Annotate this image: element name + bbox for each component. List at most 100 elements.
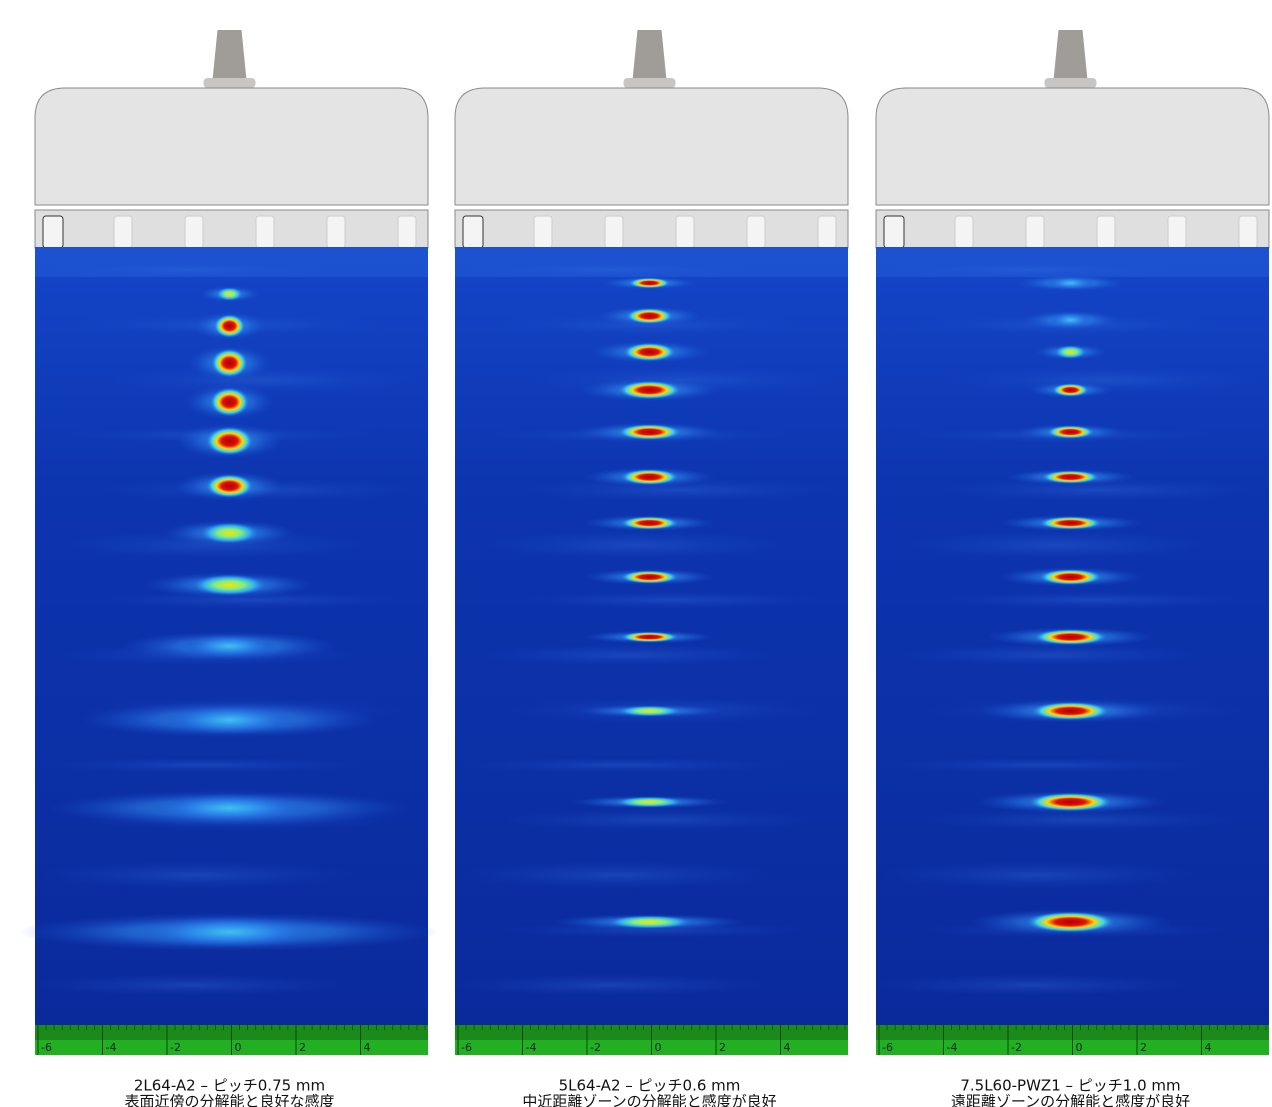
focal-spot <box>206 474 253 497</box>
probe-element <box>463 216 483 248</box>
focal-spot <box>1039 569 1101 585</box>
probe-strip <box>35 210 428 248</box>
focal-spot <box>621 571 678 584</box>
focal-spot <box>183 634 277 657</box>
probe-element <box>398 216 416 248</box>
probe-element <box>605 216 623 248</box>
focal-spot <box>624 343 676 361</box>
focal-spot <box>618 381 680 399</box>
focal-spot <box>1052 384 1088 397</box>
ruler-label: -6 <box>461 1041 472 1054</box>
probe-element <box>185 216 203 248</box>
probe-cable <box>633 30 667 80</box>
ruler-label: 4 <box>364 1041 371 1054</box>
focal-spot <box>1026 912 1114 933</box>
focal-spot <box>139 916 321 947</box>
ruler-label: -2 <box>170 1041 181 1054</box>
ruler-label: 0 <box>655 1041 662 1054</box>
focal-spot <box>621 632 678 642</box>
ruler-label: 0 <box>1076 1041 1083 1054</box>
probe-element <box>955 216 973 248</box>
probe-element <box>114 216 132 248</box>
ruler-label: 0 <box>235 1041 242 1054</box>
focal-spot <box>210 388 249 417</box>
caption-line: 表面近傍の分解能と良好な感度 <box>124 1093 334 1107</box>
field-texture <box>500 809 820 831</box>
focal-spot <box>626 308 673 324</box>
probe-housing <box>455 88 848 205</box>
ruler-label: -2 <box>590 1041 601 1054</box>
field-texture <box>37 861 357 889</box>
probe-element <box>1026 216 1044 248</box>
focal-spot <box>201 523 258 544</box>
probe-cable <box>1054 30 1088 80</box>
probe-element <box>534 216 552 248</box>
field-texture <box>878 861 1198 889</box>
field-texture <box>512 592 832 608</box>
near-field <box>455 247 848 277</box>
field-texture <box>884 757 1204 773</box>
ruler-label: -6 <box>41 1041 52 1054</box>
ruler-label: 4 <box>1205 1041 1212 1054</box>
probe-cable-base <box>624 78 676 88</box>
probe-housing <box>876 88 1269 205</box>
ruler-label: 2 <box>719 1041 726 1054</box>
focal-spot <box>616 797 684 807</box>
focal-spot <box>1042 471 1099 484</box>
field-texture <box>896 531 1216 559</box>
near-field <box>35 247 428 277</box>
focal-spot <box>629 278 671 288</box>
focal-spot <box>1047 426 1094 439</box>
field-texture <box>475 531 795 559</box>
ruler-label: 2 <box>1140 1041 1147 1054</box>
ruler-label: -4 <box>106 1041 117 1054</box>
probe-element <box>676 216 694 248</box>
probe-strip <box>876 210 1269 248</box>
figure: -6-4-20242L64-A2 – ピッチ0.75 mm表面近傍の分解能と良好… <box>0 0 1272 1107</box>
focal-spot <box>1047 277 1094 290</box>
focal-spot <box>193 575 266 596</box>
ruler-label: -2 <box>1011 1041 1022 1054</box>
focal-spot <box>1032 702 1110 720</box>
focal-spot <box>1039 517 1101 530</box>
probe-cable-base <box>204 78 256 88</box>
probe-element <box>1168 216 1186 248</box>
focal-spot <box>618 706 680 716</box>
field-texture <box>933 592 1253 608</box>
probe-element <box>747 216 765 248</box>
probe-housing <box>35 88 428 205</box>
probe-element <box>256 216 274 248</box>
focal-spot <box>1034 629 1107 645</box>
probe-element <box>43 216 63 248</box>
probe-cable <box>213 30 247 80</box>
probe-cable-base <box>1045 78 1097 88</box>
probe-element <box>327 216 345 248</box>
field-texture <box>43 757 363 773</box>
probe-element <box>884 216 904 248</box>
focal-spot <box>1050 312 1092 328</box>
probe-element <box>1239 216 1257 248</box>
ruler-label: 2 <box>299 1041 306 1054</box>
ruler-label: -4 <box>526 1041 537 1054</box>
field-texture <box>469 644 789 666</box>
caption-line: 中近距離ゾーンの分解能と感度が良好 <box>522 1093 776 1107</box>
ruler-label: -6 <box>882 1041 893 1054</box>
field-texture <box>31 974 351 996</box>
probe-panel: -6-4-20242L64-A2 – ピッチ0.75 mm表面近傍の分解能と良好… <box>20 30 440 1107</box>
focal-spot <box>214 314 245 337</box>
ruler-label: 4 <box>784 1041 791 1054</box>
field-texture <box>463 757 783 773</box>
field-texture <box>872 974 1192 996</box>
focal-spot <box>206 427 253 456</box>
focal-spot <box>152 794 308 823</box>
probe-element <box>1097 216 1115 248</box>
focal-spot <box>618 424 680 440</box>
field-texture <box>890 644 1210 666</box>
probe-strip <box>455 210 848 248</box>
focal-spot <box>608 916 691 929</box>
focal-spot <box>621 469 678 485</box>
focal-spot <box>217 288 243 301</box>
focal-spot <box>211 349 247 378</box>
